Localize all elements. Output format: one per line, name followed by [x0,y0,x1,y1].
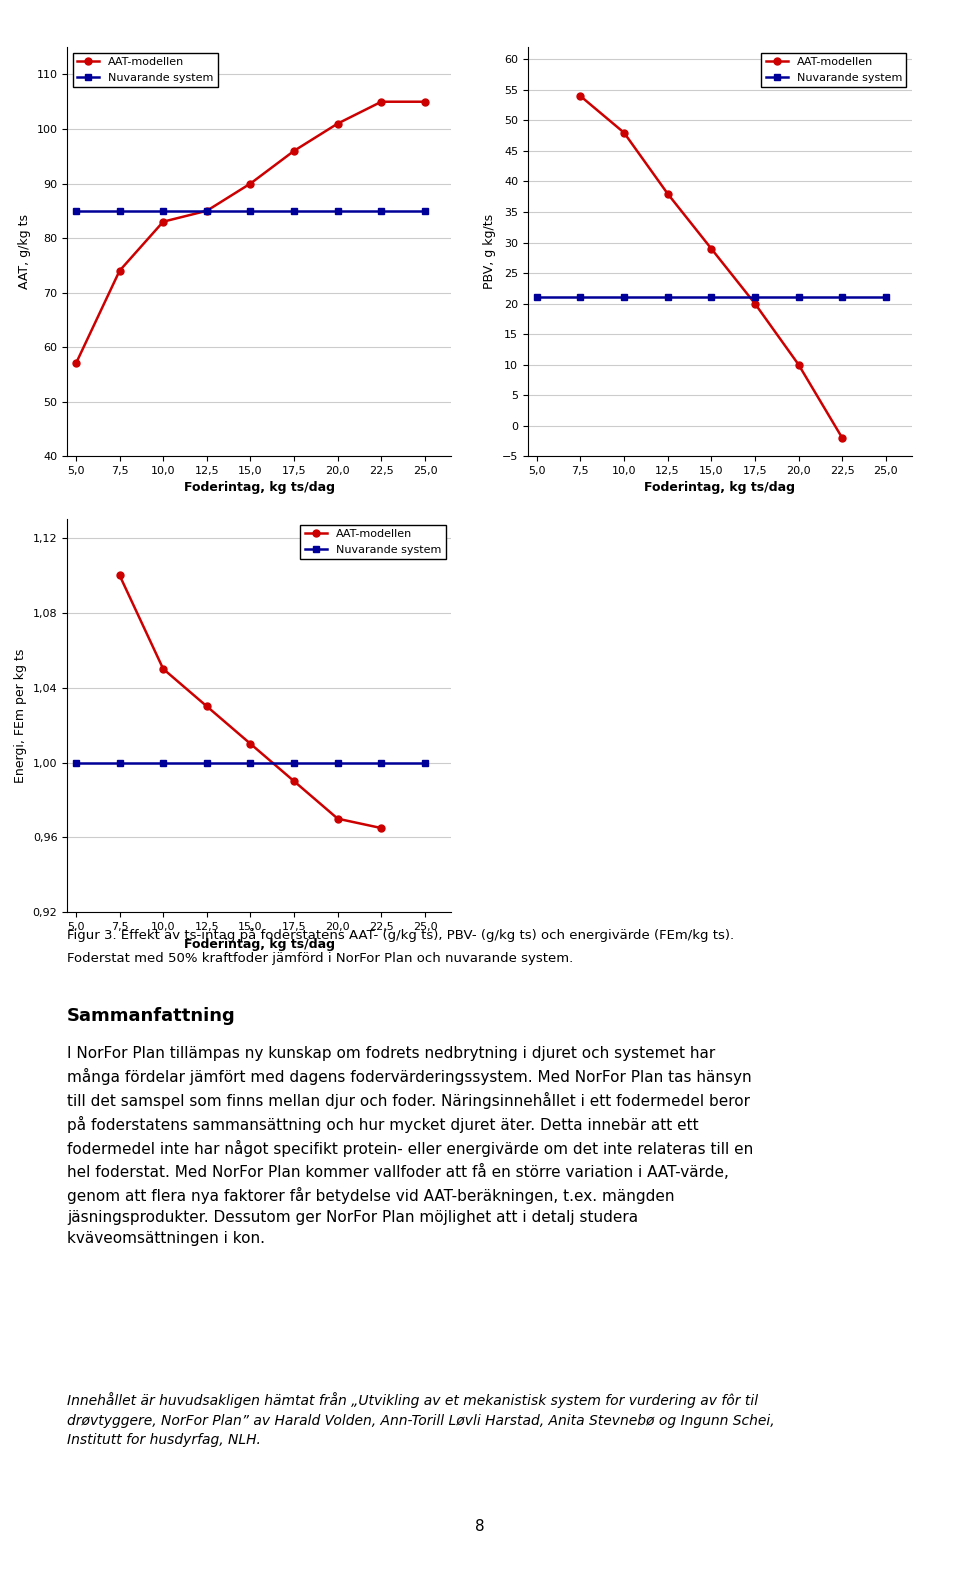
AAT-modellen [70,354,82,373]
Y-axis label: AAT, g/kg ts: AAT, g/kg ts [18,214,31,289]
Text: I NorFor Plan tillämpas ny kunskap om fodrets nedbrytning i djuret och systemet : I NorFor Plan tillämpas ny kunskap om fo… [67,1046,754,1246]
Nuvarande system [201,753,212,772]
AAT-modellen [749,294,760,313]
Nuvarande system [375,753,387,772]
AAT-modellen [114,261,126,280]
AAT-modellen [575,87,587,105]
Nuvarande system [375,201,387,220]
Nuvarande system [749,288,760,307]
Legend: AAT-modellen, Nuvarande system: AAT-modellen, Nuvarande system [73,53,218,87]
AAT-modellen [375,818,387,837]
AAT-modellen [288,772,300,791]
Nuvarande system [836,288,848,307]
Nuvarande system [288,753,300,772]
AAT-modellen [201,201,212,220]
Nuvarande system [531,288,542,307]
Line: AAT-modellen: AAT-modellen [72,98,428,367]
AAT-modellen [288,142,300,160]
Legend: AAT-modellen, Nuvarande system: AAT-modellen, Nuvarande system [300,525,445,558]
AAT-modellen [114,566,126,585]
AAT-modellen [836,428,848,447]
Text: Sammanfattning: Sammanfattning [67,1007,236,1024]
Text: Foderstat med 50% kraftfoder jämförd i NorFor Plan och nuvarande system.: Foderstat med 50% kraftfoder jämförd i N… [67,952,573,964]
Nuvarande system [157,753,169,772]
AAT-modellen [706,239,717,258]
Nuvarande system [661,288,673,307]
AAT-modellen [245,175,256,193]
AAT-modellen [661,184,673,203]
AAT-modellen [245,735,256,753]
Line: AAT-modellen: AAT-modellen [116,573,385,832]
Nuvarande system [288,201,300,220]
Line: AAT-modellen: AAT-modellen [577,93,846,442]
AAT-modellen [157,212,169,231]
X-axis label: Foderintag, kg ts/dag: Foderintag, kg ts/dag [183,938,335,950]
Nuvarande system [420,753,431,772]
Nuvarande system [618,288,630,307]
Nuvarande system [420,201,431,220]
AAT-modellen [157,659,169,678]
AAT-modellen [375,93,387,112]
Nuvarande system [332,201,344,220]
Y-axis label: PBV, g kg/ts: PBV, g kg/ts [483,214,496,289]
Nuvarande system [157,201,169,220]
Nuvarande system [245,201,256,220]
Y-axis label: Energi, FEm per kg ts: Energi, FEm per kg ts [14,648,27,783]
Nuvarande system [114,753,126,772]
Nuvarande system [793,288,804,307]
AAT-modellen [420,93,431,112]
Nuvarande system [332,753,344,772]
AAT-modellen [618,123,630,142]
Line: Nuvarande system: Nuvarande system [72,760,428,766]
AAT-modellen [793,355,804,374]
Text: Figur 3. Effekt av ts-intag på foderstatens AAT- (g/kg ts), PBV- (g/kg ts) och e: Figur 3. Effekt av ts-intag på foderstat… [67,928,734,942]
AAT-modellen [201,697,212,716]
Nuvarande system [575,288,587,307]
AAT-modellen [332,115,344,134]
Text: Innehållet är huvudsakligen hämtat från „Utvikling av et mekanistisk system for : Innehållet är huvudsakligen hämtat från … [67,1392,775,1447]
Nuvarande system [114,201,126,220]
Line: Nuvarande system: Nuvarande system [72,208,428,214]
Text: 8: 8 [475,1518,485,1534]
Legend: AAT-modellen, Nuvarande system: AAT-modellen, Nuvarande system [761,53,906,87]
Nuvarande system [245,753,256,772]
X-axis label: Foderintag, kg ts/dag: Foderintag, kg ts/dag [644,481,796,494]
X-axis label: Foderintag, kg ts/dag: Foderintag, kg ts/dag [183,481,335,494]
Nuvarande system [70,753,82,772]
AAT-modellen [332,809,344,827]
Nuvarande system [880,288,892,307]
Nuvarande system [706,288,717,307]
Line: Nuvarande system: Nuvarande system [533,294,889,300]
Nuvarande system [70,201,82,220]
Nuvarande system [201,201,212,220]
